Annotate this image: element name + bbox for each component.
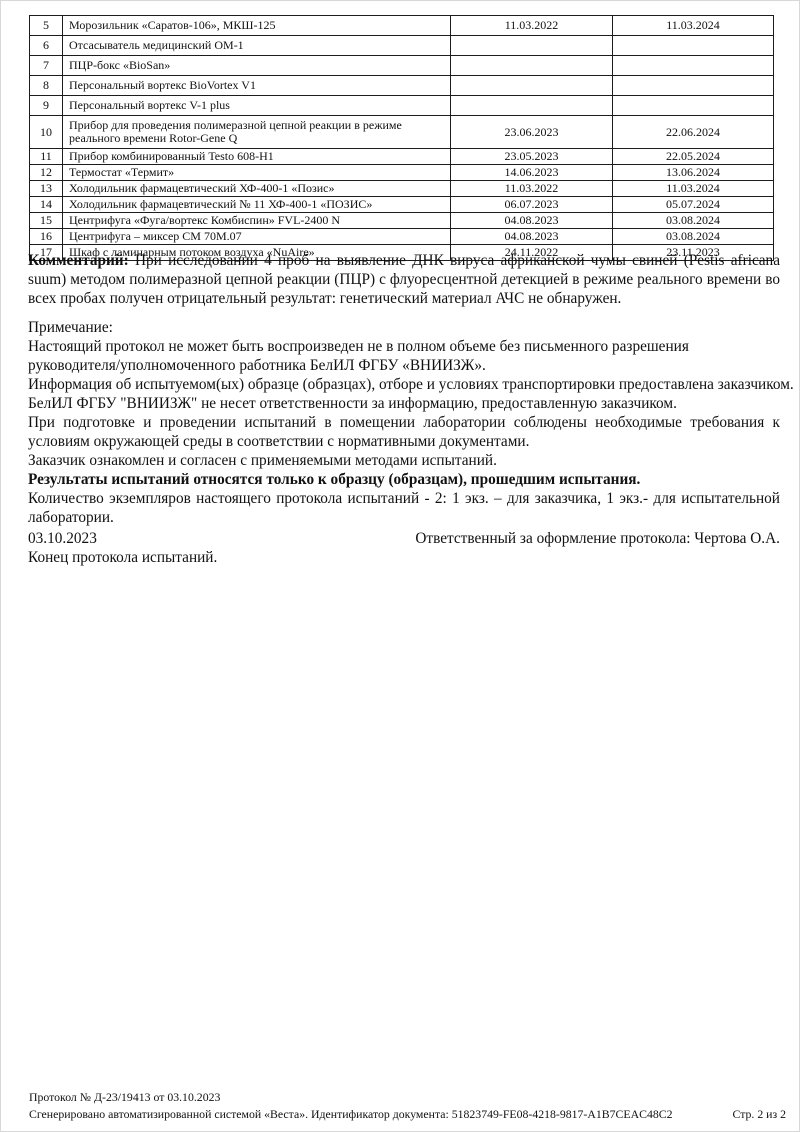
footer-generated-row: Сгенерировано автоматизированной системо… [29,1106,786,1123]
table-row: 11 Прибор комбинированный Testo 608-H1 23.… [29,148,774,165]
table-cell-date2: 11.03.2024 [612,180,774,197]
table-row: 6 Отсасыватель медицинский ОМ-1 [29,35,774,56]
table-cell-name: Персональный вортекс V-1 plus [62,95,451,116]
table-cell-date1: 23.05.2023 [450,148,613,165]
table-row: 12 Термостат «Термит» 14.06.2023 13.06.2024 [29,164,774,181]
table-cell-date2: 03.08.2024 [612,228,774,245]
table-cell-date1 [450,95,613,116]
note-line: Результаты испытаний относятся только к … [28,471,641,488]
end-of-protocol-line: Конец протокола испытаний. [28,549,218,566]
note-line: Информация об испытуемом(ых) образце (об… [28,376,794,393]
table-cell-num: 15 [29,212,63,229]
table-cell-name: ПЦР-бокс «BioSan» [62,55,451,76]
table-cell-date2: 22.06.2024 [612,115,774,149]
table-cell-num: 11 [29,148,63,165]
comment-label: Комментарий: [28,252,129,269]
table-cell-date1: 24.11.2022 [450,244,613,261]
note-line: Количество экземпляров настоящего проток… [28,490,780,507]
table-cell-name: Отсасыватель медицинский ОМ-1 [62,35,451,56]
table-cell-date1: 23.06.2023 [450,115,613,149]
comment-paragraph: Комментарий: При исследовании 4 проб на … [28,251,780,308]
note-lines: Настоящий протокол не может быть воспрои… [28,337,794,527]
table-cell-num: 16 [29,228,63,245]
document-body: Комментарий: При исследовании 4 проб на … [28,251,794,567]
table-cell-name: Холодильник фармацевтический ХФ-400-1 «П… [62,180,451,197]
table-cell-date1 [450,35,613,56]
table-cell-num: 14 [29,196,63,213]
table-cell-date1 [450,75,613,96]
table-cell-name: Центрифуга «Фуга/вортекс Комбиспин» FVL-… [62,212,451,229]
footer-page-indicator: Стр. 2 из 2 [732,1106,786,1121]
table-cell-date2: 13.06.2024 [612,164,774,181]
table-cell-date1 [450,55,613,76]
note-line: лаборатории. [28,509,114,526]
table-cell-date1: 14.06.2023 [450,164,613,181]
note-label: Примечание: [28,319,113,336]
table-cell-date1: 06.07.2023 [450,196,613,213]
table-cell-num: 7 [29,55,63,76]
note-line: Настоящий протокол не может быть воспрои… [28,338,689,355]
table-cell-date2: 05.07.2024 [612,196,774,213]
table-cell-date2 [612,75,774,96]
signoff-responsible: Ответственный за оформление протокола: Ч… [415,530,780,547]
footer-protocol-number: Протокол № Д-23/19413 от 03.10.2023 [29,1090,221,1104]
footer-generated-text: Сгенерировано автоматизированной системо… [29,1106,673,1121]
equipment-table-body: 5 Морозильник «Саратов-106», МКШ-125 11.03… [29,15,774,261]
table-cell-num: 12 [29,164,63,181]
table-cell-name: Центрифуга – миксер СМ 70М.07 [62,228,451,245]
table-cell-date2: 23.11.2023 [612,244,774,261]
table-cell-date2: 03.08.2024 [612,212,774,229]
table-cell-name: Персональный вортекс BioVortex V1 [62,75,451,96]
table-cell-num: 5 [29,15,63,36]
note-line: Заказчик ознакомлен и согласен с применя… [28,452,497,469]
table-cell-date2: 11.03.2024 [612,15,774,36]
table-row: 17 Шкаф с ламинарным потоком воздуха «NuA… [29,244,774,261]
table-row: 7 ПЦР-бокс «BioSan» [29,55,774,76]
table-cell-num: 17 [29,244,63,261]
equipment-table: 5 Морозильник «Саратов-106», МКШ-125 11.03… [29,15,774,261]
table-cell-date2 [612,95,774,116]
table-row: 15 Центрифуга «Фуга/вортекс Комбиспин» FV… [29,212,774,229]
table-cell-date2 [612,55,774,76]
table-cell-date1: 04.08.2023 [450,212,613,229]
signoff-row: 03.10.2023 Ответственный за оформление п… [28,529,780,548]
table-row: 10 Прибор для проведения полимеразной цеп… [29,115,774,149]
table-cell-date1: 04.08.2023 [450,228,613,245]
table-cell-name: Морозильник «Саратов-106», МКШ-125 [62,15,451,36]
table-cell-date2 [612,35,774,56]
table-row: 16 Центрифуга – миксер СМ 70М.07 04.08.202… [29,228,774,245]
table-cell-name: Прибор для проведения полимеразной цепно… [62,115,451,149]
table-cell-num: 10 [29,115,63,149]
page-footer: Протокол № Д-23/19413 от 03.10.2023 Сген… [29,1089,786,1122]
note-line: БелИЛ ФГБУ "ВНИИЗЖ" не несет ответственн… [28,395,677,412]
table-row: 5 Морозильник «Саратов-106», МКШ-125 11.03… [29,15,774,36]
note-line: руководителя/уполномоченного работника Б… [28,357,486,374]
table-cell-num: 8 [29,75,63,96]
comment-text: При исследовании 4 проб на выявление ДНК… [28,252,780,307]
table-cell-name: Прибор комбинированный Testo 608-H1 [62,148,451,165]
signoff-date: 03.10.2023 [28,530,97,547]
table-row: 8 Персональный вортекс BioVortex V1 [29,75,774,96]
table-cell-num: 6 [29,35,63,56]
table-cell-date2: 22.05.2024 [612,148,774,165]
table-row: 9 Персональный вортекс V-1 plus [29,95,774,116]
note-line: условиям окружающей среды в соответствии… [28,433,530,450]
note-section: Примечание: Настоящий протокол не может … [28,318,794,527]
note-line: При подготовке и проведении испытаний в … [28,414,780,431]
table-row: 13 Холодильник фармацевтический ХФ-400-1 … [29,180,774,197]
table-cell-name: Холодильник фармацевтический № 11 ХФ-400… [62,196,451,213]
table-cell-name: Термостат «Термит» [62,164,451,181]
table-cell-date1: 11.03.2022 [450,15,613,36]
table-cell-date1: 11.03.2022 [450,180,613,197]
table-cell-num: 9 [29,95,63,116]
table-cell-num: 13 [29,180,63,197]
table-row: 14 Холодильник фармацевтический № 11 ХФ-4… [29,196,774,213]
